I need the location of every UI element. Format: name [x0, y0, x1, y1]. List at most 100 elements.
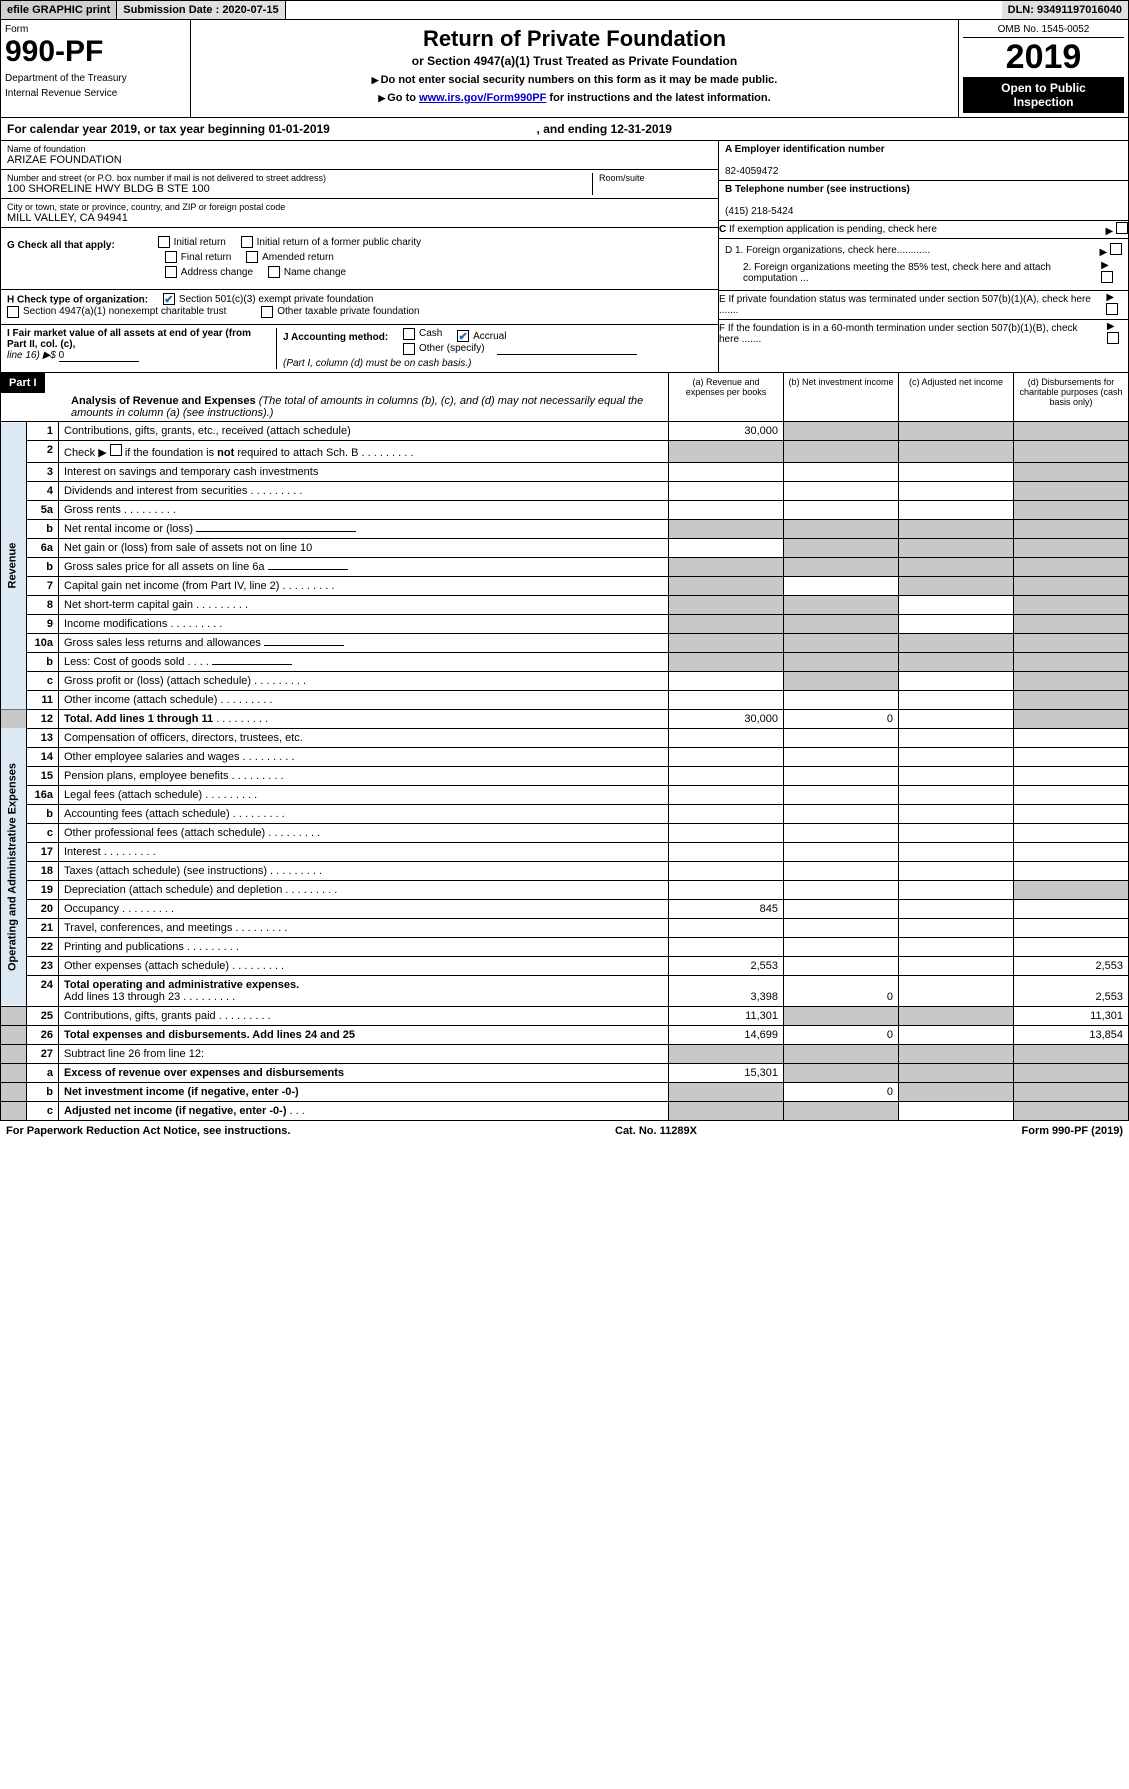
accrual-check[interactable]: [457, 330, 469, 342]
cal-mid: , and ending: [537, 122, 611, 136]
h-opt-2: Section 4947(a)(1) nonexempt charitable …: [23, 306, 226, 317]
r1-desc: Contributions, gifts, grants, etc., rece…: [59, 422, 669, 441]
other-pf-check[interactable]: [261, 306, 273, 318]
r21-desc: Travel, conferences, and meetings: [64, 922, 232, 934]
cal-begin: 01-01-2019: [268, 122, 329, 136]
4947-check[interactable]: [7, 306, 19, 318]
amended-check[interactable]: [246, 251, 258, 263]
final-return-check[interactable]: [165, 251, 177, 263]
r18-num: 18: [27, 861, 59, 880]
r12-b: 0: [784, 709, 899, 728]
r5a-num: 5a: [27, 500, 59, 519]
city-label: City or town, state or province, country…: [7, 202, 712, 212]
r23-d: 2,553: [1014, 956, 1129, 975]
r26-d: 13,854: [1014, 1025, 1129, 1044]
paperwork-notice: For Paperwork Reduction Act Notice, see …: [6, 1125, 290, 1137]
r27a-num: a: [27, 1063, 59, 1082]
irs-link[interactable]: www.irs.gov/Form990PF: [419, 92, 546, 104]
j-other: Other (specify): [419, 343, 485, 354]
r5a-desc: Gross rents: [64, 504, 121, 516]
501c3-check[interactable]: [163, 293, 175, 305]
other-method-check[interactable]: [403, 343, 415, 355]
d1-check[interactable]: [1110, 243, 1122, 255]
r19-num: 19: [27, 880, 59, 899]
cat-number: Cat. No. 11289X: [615, 1125, 697, 1137]
instr-ssn: Do not enter social security numbers on …: [381, 74, 778, 86]
revenue-side-label: Revenue: [1, 422, 27, 710]
r14-desc: Other employee salaries and wages: [64, 751, 239, 763]
j-accrual: Accrual: [473, 331, 506, 342]
col-b-header: (b) Net investment income: [783, 373, 898, 421]
sch-b-check[interactable]: [110, 444, 122, 456]
r1-a: 30,000: [669, 422, 784, 441]
r7-num: 7: [27, 576, 59, 595]
r26-num: 26: [27, 1025, 59, 1044]
r16a-num: 16a: [27, 785, 59, 804]
r16c-num: c: [27, 823, 59, 842]
r18-desc: Taxes (attach schedule) (see instruction…: [64, 865, 267, 877]
r27c-num: c: [27, 1101, 59, 1120]
r12-num: 12: [27, 709, 59, 728]
r17-num: 17: [27, 842, 59, 861]
fmv-value: 0: [59, 350, 139, 362]
submission-date: Submission Date : 2020-07-15: [117, 1, 285, 19]
revenue-expense-table: Revenue 1Contributions, gifts, grants, e…: [0, 422, 1129, 1121]
f-check[interactable]: [1107, 332, 1119, 344]
r27-num: 27: [27, 1044, 59, 1063]
r20-desc: Occupancy: [64, 903, 119, 915]
open-public-1: Open to Public: [1001, 81, 1086, 95]
form-label: Form: [5, 24, 186, 35]
e-check[interactable]: [1106, 303, 1118, 315]
r17-desc: Interest: [64, 846, 101, 858]
r10b-num: b: [27, 652, 59, 671]
r3-desc: Interest on savings and temporary cash i…: [59, 462, 669, 481]
j-note: (Part I, column (d) must be on cash basi…: [283, 358, 471, 369]
r25-d: 11,301: [1014, 1006, 1129, 1025]
r27-desc: Subtract line 26 from line 12:: [59, 1044, 669, 1063]
r20-num: 20: [27, 899, 59, 918]
part1-header-row: Part I Analysis of Revenue and Expenses …: [0, 373, 1129, 422]
form-subtitle: or Section 4947(a)(1) Trust Treated as P…: [197, 54, 952, 68]
open-public-2: Inspection: [1013, 95, 1073, 109]
r2-num: 2: [27, 440, 59, 462]
r24-a: 3,398: [669, 975, 784, 1006]
col-a-header: (a) Revenue and expenses per books: [668, 373, 783, 421]
j-cash: Cash: [419, 328, 442, 339]
r11-desc: Other income (attach schedule): [64, 694, 217, 706]
r24-d: 2,553: [1014, 975, 1129, 1006]
r24-desc2: Add lines 13 through 23: [64, 991, 180, 1003]
d2-check[interactable]: [1101, 271, 1113, 283]
foundation-address: 100 SHORELINE HWY BLDG B STE 100: [7, 183, 592, 195]
r22-num: 22: [27, 937, 59, 956]
r24-num: 24: [27, 975, 59, 1006]
r11-num: 11: [27, 690, 59, 709]
calendar-year-row: For calendar year 2019, or tax year begi…: [0, 118, 1129, 141]
part1-title: Analysis of Revenue and Expenses: [71, 395, 256, 407]
instr-goto-pre: Go to: [387, 92, 419, 104]
name-change-check[interactable]: [268, 266, 280, 278]
r2-desc: Check ▶ if the foundation is not require…: [64, 447, 358, 459]
foundation-name: ARIZAE FOUNDATION: [7, 154, 712, 166]
ein-label: A Employer identification number: [725, 144, 885, 155]
part1-label: Part I: [1, 373, 45, 393]
f-label: F If the foundation is in a 60-month ter…: [719, 323, 1099, 345]
ein-value: 82-4059472: [725, 166, 778, 177]
addr-change-check[interactable]: [165, 266, 177, 278]
c-check[interactable]: [1116, 222, 1128, 234]
form-footer-label: Form 990-PF (2019): [1022, 1125, 1123, 1137]
r27b-num: b: [27, 1082, 59, 1101]
g-opt-3: Amended return: [262, 252, 334, 263]
r24-desc: Total operating and administrative expen…: [64, 979, 299, 991]
r5b-num: b: [27, 519, 59, 538]
g-label: G Check all that apply:: [7, 240, 115, 251]
room-label: Room/suite: [599, 173, 712, 183]
g-opt-2: Final return: [181, 252, 232, 263]
r4-num: 4: [27, 481, 59, 500]
cash-check[interactable]: [403, 328, 415, 340]
init-former-check[interactable]: [241, 236, 253, 248]
r27c-desc: Adjusted net income (if negative, enter …: [64, 1105, 286, 1117]
init-return-check[interactable]: [158, 236, 170, 248]
r6b-desc: Gross sales price for all assets on line…: [64, 561, 265, 573]
r15-num: 15: [27, 766, 59, 785]
r25-desc: Contributions, gifts, grants paid: [64, 1010, 216, 1022]
